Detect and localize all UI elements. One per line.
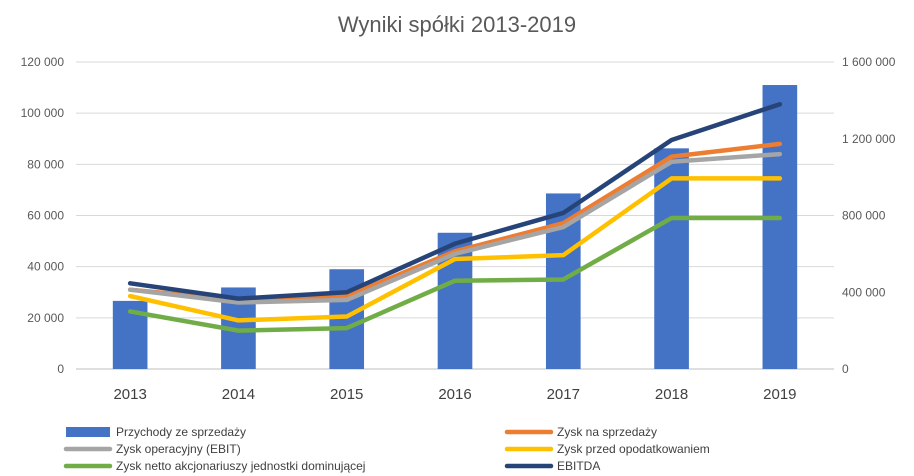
- legend-label: EBITDA: [557, 459, 600, 473]
- legend-swatch: [66, 427, 110, 437]
- series-line-4: [127, 101, 783, 301]
- legend-label: Zysk operacyjny (EBIT): [116, 442, 241, 456]
- y-right-tick-label: 800 000: [842, 209, 886, 223]
- x-tick-label: 2019: [763, 386, 796, 403]
- y-right-tick-label: 1 600 000: [842, 55, 896, 69]
- legend: Przychody ze sprzedaży Zysk na sprzedaży Z…: [63, 425, 710, 473]
- x-tick-label: 2013: [113, 386, 146, 403]
- x-tick-label: 2018: [655, 386, 688, 403]
- legend-item: EBITDA: [504, 459, 600, 473]
- bar-przychody: [654, 148, 689, 369]
- y-left-tick-label: 60 000: [27, 209, 64, 223]
- x-tick-label: 2016: [438, 386, 471, 403]
- y-left-tick-label: 120 000: [21, 55, 65, 69]
- y-right-tick-label: 0: [842, 362, 849, 376]
- legend-label: Zysk na sprzedaży: [557, 425, 657, 439]
- legend-item: Zysk przed opodatkowaniem: [504, 442, 710, 456]
- legend-item: Zysk na sprzedaży: [504, 425, 657, 439]
- x-tick-label: 2017: [547, 386, 580, 403]
- bar-przychody: [762, 85, 798, 370]
- y-left-tick-label: 20 000: [27, 311, 64, 325]
- series-line-3: [127, 215, 783, 333]
- legend-label: Zysk netto akcjonariuszy jednostki domin…: [116, 459, 365, 473]
- chart-title: Wyniki spółki 2013-2019: [338, 12, 576, 37]
- axis-layer: 0 20 000 40 000 60 000 80 000 100 000 120 000 0…: [21, 55, 896, 403]
- line-layer: [127, 101, 783, 333]
- y-right-tick-label: 1 200 000: [842, 132, 896, 146]
- legend-item: Przychody ze sprzedaży: [66, 425, 246, 439]
- y-left-tick-label: 100 000: [21, 106, 65, 120]
- series-line-2: [127, 176, 783, 323]
- legend-label: Zysk przed opodatkowaniem: [557, 442, 710, 456]
- y-right-tick-label: 400 000: [842, 285, 886, 299]
- series-line-1: [127, 151, 783, 305]
- y-left-tick-label: 80 000: [27, 157, 64, 171]
- legend-item: Zysk netto akcjonariuszy jednostki domin…: [63, 459, 365, 473]
- y-left-tick-label: 0: [57, 362, 64, 376]
- legend-label: Przychody ze sprzedaży: [116, 425, 246, 439]
- x-tick-label: 2015: [330, 386, 363, 403]
- x-tick-label: 2014: [222, 386, 255, 403]
- y-left-tick-label: 40 000: [27, 260, 64, 274]
- legend-item: Zysk operacyjny (EBIT): [63, 442, 241, 456]
